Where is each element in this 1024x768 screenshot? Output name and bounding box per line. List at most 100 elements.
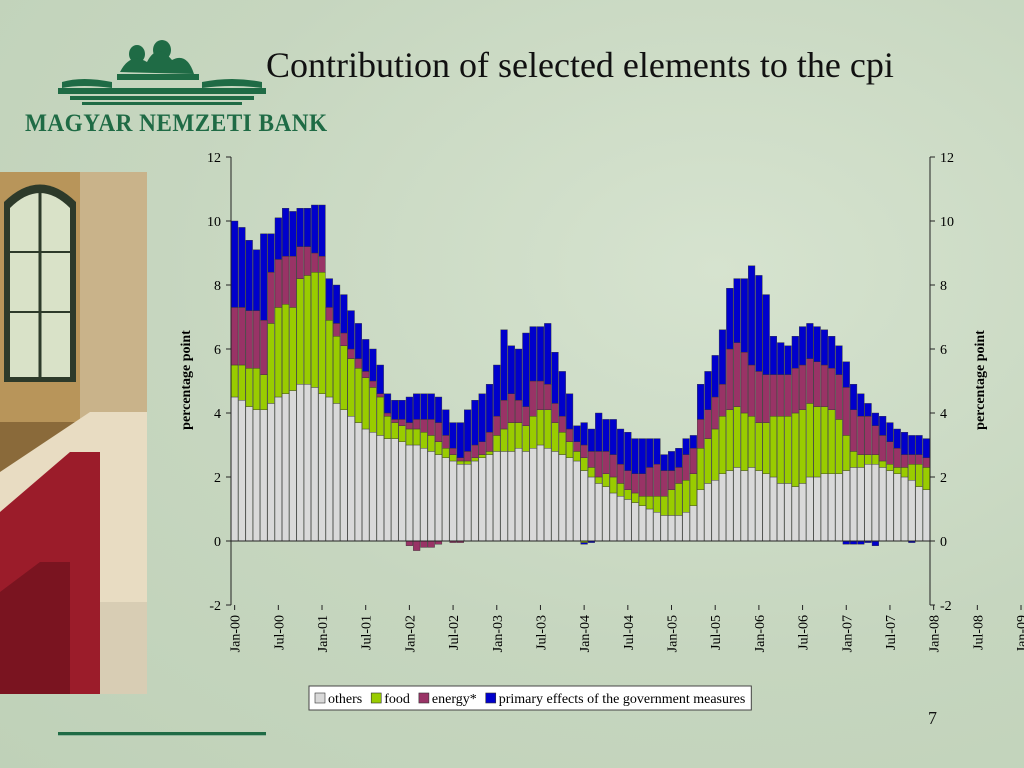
bar-segment-energy — [434, 422, 443, 443]
bar-segment-primary — [653, 438, 661, 465]
bar-segment-energy — [245, 310, 253, 369]
bar-segment-others — [813, 476, 821, 542]
bar-segment-energy — [595, 451, 603, 478]
bar-segment-energy — [631, 473, 639, 494]
bar-segment-primary — [318, 204, 326, 257]
bar-segment-food — [908, 464, 916, 481]
bar-segment-others — [493, 451, 501, 542]
bar-segment-others — [609, 492, 617, 542]
bar-segment-energy — [835, 374, 843, 420]
bar-segment-food — [595, 476, 603, 484]
bar-segment-others — [311, 387, 319, 542]
bar-segment-energy — [529, 380, 537, 417]
bar-segment-primary — [879, 416, 887, 436]
bar-segment-others — [573, 460, 581, 542]
bar-segment-primary — [595, 412, 603, 452]
footer-rule — [58, 732, 266, 736]
logo-wordmark: MAGYAR NEMZETI BANK — [25, 110, 328, 137]
bar-segment-primary — [551, 352, 559, 404]
bar-segment-primary — [493, 364, 501, 417]
bar-segment-energy — [493, 416, 501, 436]
bar-segment-energy — [609, 454, 617, 478]
x-tick-label: Jan-02 — [403, 615, 418, 652]
staircase-photo — [0, 172, 147, 694]
bar-segment-negative — [427, 540, 435, 548]
bar-segment-others — [835, 473, 843, 542]
bar-segment-others — [704, 483, 712, 542]
bar-segment-food — [784, 416, 792, 484]
bar-segment-food — [413, 428, 421, 446]
bar-segment-others — [325, 396, 333, 542]
bar-segment-primary — [922, 438, 930, 459]
bar-segment-energy — [799, 364, 807, 410]
bar-segment-primary — [529, 326, 537, 382]
bar-segment-energy — [893, 448, 901, 468]
bar-segment-primary — [850, 384, 858, 411]
bar-segment-food — [456, 460, 464, 465]
bar-segment-energy — [427, 419, 435, 436]
bar-segment-energy — [718, 384, 727, 417]
bar-segment-primary — [267, 233, 275, 273]
bar-segment-food — [864, 454, 872, 465]
bar-segment-others — [842, 470, 850, 542]
bar-segment-primary — [391, 400, 399, 420]
bar-segment-energy — [500, 400, 508, 430]
bar-segment-energy — [624, 470, 632, 491]
bar-segment-others — [442, 457, 450, 542]
bar-segment-food — [529, 416, 537, 449]
y-tick-label-right: 4 — [940, 407, 947, 422]
bar-segment-others — [500, 451, 508, 542]
bar-segment-others — [740, 470, 748, 542]
bar-segment-food — [231, 364, 239, 398]
bar-segment-others — [864, 464, 872, 542]
bar-segment-energy — [828, 368, 836, 411]
bar-segment-energy — [646, 467, 654, 497]
bar-segment-primary — [507, 345, 515, 394]
bar-segment-energy — [711, 396, 719, 430]
bar-segment-food — [791, 412, 799, 487]
bar-segment-others — [624, 499, 632, 542]
bar-segment-energy — [667, 470, 676, 491]
bar-segment-primary — [835, 345, 843, 375]
x-tick-label: Jul-01 — [360, 615, 375, 650]
bar-segment-primary — [718, 329, 727, 385]
bar-segment-energy — [544, 384, 552, 411]
bar-segment-others — [413, 444, 421, 542]
bar-segment-food — [580, 457, 588, 471]
bar-segment-others — [289, 390, 297, 542]
bar-segment-energy — [354, 358, 362, 369]
bar-segment-energy — [522, 406, 530, 427]
bar-segment-others — [471, 460, 479, 542]
legend-swatch — [370, 692, 382, 704]
bar-segment-energy — [762, 374, 770, 423]
x-tick-label: Jul-05 — [709, 615, 724, 650]
bar-segment-energy — [289, 256, 297, 308]
bar-segment-food — [587, 467, 595, 478]
bar-segment-primary — [893, 428, 901, 449]
bar-segment-energy — [420, 419, 428, 433]
bar-segment-primary — [413, 393, 421, 420]
x-tick-label: Jan-04 — [578, 615, 593, 652]
bar-segment-others — [449, 460, 457, 542]
y-tick-label-left: 2 — [214, 471, 221, 486]
bar-segment-energy — [303, 246, 312, 276]
legend-label: primary effects of the government measur… — [499, 692, 746, 707]
bar-segment-food — [733, 406, 741, 468]
bar-segment-primary — [675, 448, 683, 468]
bar-segment-others — [391, 438, 399, 542]
bar-segment-food — [325, 320, 333, 398]
bar-segment-others — [231, 396, 239, 542]
bar-segment-energy — [784, 374, 792, 417]
bar-segment-others — [631, 502, 639, 542]
bar-segment-primary — [252, 249, 261, 311]
bar-segment-food — [842, 435, 850, 471]
bar-segment-primary — [566, 393, 574, 430]
bar-segment-food — [740, 412, 748, 471]
bar-segment-food — [667, 489, 676, 516]
bar-segment-primary — [762, 294, 770, 375]
bar-segment-others — [675, 515, 683, 542]
bar-segment-food — [478, 454, 486, 459]
bar-segment-primary — [274, 217, 282, 260]
x-tick-label: Jul-02 — [447, 615, 462, 650]
